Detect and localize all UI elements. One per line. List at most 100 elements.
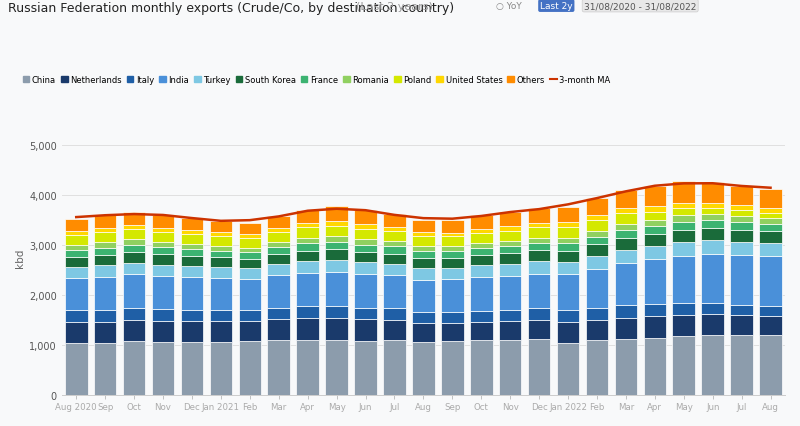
Bar bbox=[730, 206, 753, 211]
Bar bbox=[123, 320, 146, 341]
Bar bbox=[181, 278, 203, 310]
Bar bbox=[702, 209, 724, 215]
Bar bbox=[238, 235, 261, 239]
Bar bbox=[528, 243, 550, 251]
Bar bbox=[586, 340, 608, 395]
Bar bbox=[354, 320, 377, 341]
Bar bbox=[499, 321, 522, 340]
Bar bbox=[210, 251, 232, 258]
Bar bbox=[759, 335, 782, 395]
Text: ○ YoY: ○ YoY bbox=[496, 2, 522, 11]
Bar bbox=[238, 239, 261, 248]
Bar bbox=[94, 233, 117, 243]
Bar bbox=[528, 209, 550, 223]
Bar bbox=[730, 335, 753, 395]
Bar bbox=[499, 213, 522, 227]
Bar bbox=[673, 242, 695, 256]
Bar bbox=[557, 223, 579, 227]
Bar bbox=[441, 221, 464, 233]
Bar bbox=[702, 221, 724, 229]
Bar bbox=[470, 322, 493, 340]
Bar bbox=[152, 321, 174, 342]
Bar bbox=[181, 256, 203, 267]
Bar bbox=[354, 252, 377, 263]
Bar bbox=[94, 310, 117, 322]
Bar bbox=[123, 229, 146, 240]
Bar bbox=[499, 264, 522, 276]
Bar bbox=[557, 322, 579, 343]
Bar bbox=[238, 311, 261, 321]
Bar bbox=[267, 276, 290, 308]
Bar bbox=[557, 262, 579, 275]
Bar bbox=[412, 342, 434, 395]
Bar bbox=[499, 310, 522, 321]
Bar bbox=[441, 341, 464, 395]
Bar bbox=[383, 232, 406, 242]
Bar bbox=[296, 340, 319, 395]
Bar bbox=[65, 267, 87, 278]
Bar bbox=[210, 233, 232, 236]
Bar bbox=[94, 248, 117, 255]
3-month MA bbox=[506, 210, 515, 215]
Bar bbox=[123, 253, 146, 263]
Bar bbox=[412, 259, 434, 269]
Bar bbox=[557, 244, 579, 251]
Bar bbox=[267, 340, 290, 395]
Bar bbox=[383, 264, 406, 276]
3-month MA bbox=[245, 218, 254, 223]
Bar bbox=[441, 313, 464, 323]
Bar bbox=[152, 248, 174, 255]
Bar bbox=[238, 259, 261, 268]
Bar bbox=[354, 211, 377, 225]
Bar bbox=[470, 243, 493, 248]
Bar bbox=[730, 315, 753, 335]
Bar bbox=[326, 273, 348, 306]
Bar bbox=[528, 262, 550, 274]
Bar bbox=[470, 248, 493, 255]
Bar bbox=[65, 219, 87, 231]
Bar bbox=[210, 321, 232, 342]
Bar bbox=[412, 269, 434, 280]
Bar bbox=[470, 311, 493, 322]
Bar bbox=[94, 322, 117, 343]
Bar bbox=[730, 187, 753, 206]
3-month MA bbox=[332, 207, 342, 212]
3-month MA bbox=[418, 216, 428, 221]
Bar bbox=[267, 308, 290, 320]
Bar bbox=[702, 303, 724, 314]
Y-axis label: kbd: kbd bbox=[15, 248, 25, 268]
3-month MA bbox=[361, 208, 370, 213]
Bar bbox=[441, 280, 464, 313]
Bar bbox=[702, 255, 724, 303]
Bar bbox=[354, 341, 377, 395]
3-month MA bbox=[477, 214, 486, 219]
Bar bbox=[441, 258, 464, 268]
Bar bbox=[296, 262, 319, 273]
Bar bbox=[412, 312, 434, 323]
Bar bbox=[354, 263, 377, 274]
Bar bbox=[759, 224, 782, 232]
Bar bbox=[181, 231, 203, 235]
3-month MA bbox=[216, 219, 226, 224]
Text: 31/08/2020 - 31/08/2022: 31/08/2020 - 31/08/2022 bbox=[584, 2, 696, 11]
Bar bbox=[614, 250, 637, 263]
Bar bbox=[586, 256, 608, 269]
Bar bbox=[123, 275, 146, 308]
Bar bbox=[586, 320, 608, 340]
Bar bbox=[470, 277, 493, 311]
Bar bbox=[557, 227, 579, 238]
Bar bbox=[123, 212, 146, 225]
Bar bbox=[470, 230, 493, 233]
Bar bbox=[238, 341, 261, 395]
Bar bbox=[123, 225, 146, 229]
Bar bbox=[296, 307, 319, 318]
Bar bbox=[267, 265, 290, 276]
Bar bbox=[499, 227, 522, 231]
Bar bbox=[470, 266, 493, 277]
Bar bbox=[326, 306, 348, 318]
Bar bbox=[383, 320, 406, 340]
Bar bbox=[470, 255, 493, 266]
Bar bbox=[673, 216, 695, 222]
Bar bbox=[673, 336, 695, 395]
Bar bbox=[586, 216, 608, 220]
